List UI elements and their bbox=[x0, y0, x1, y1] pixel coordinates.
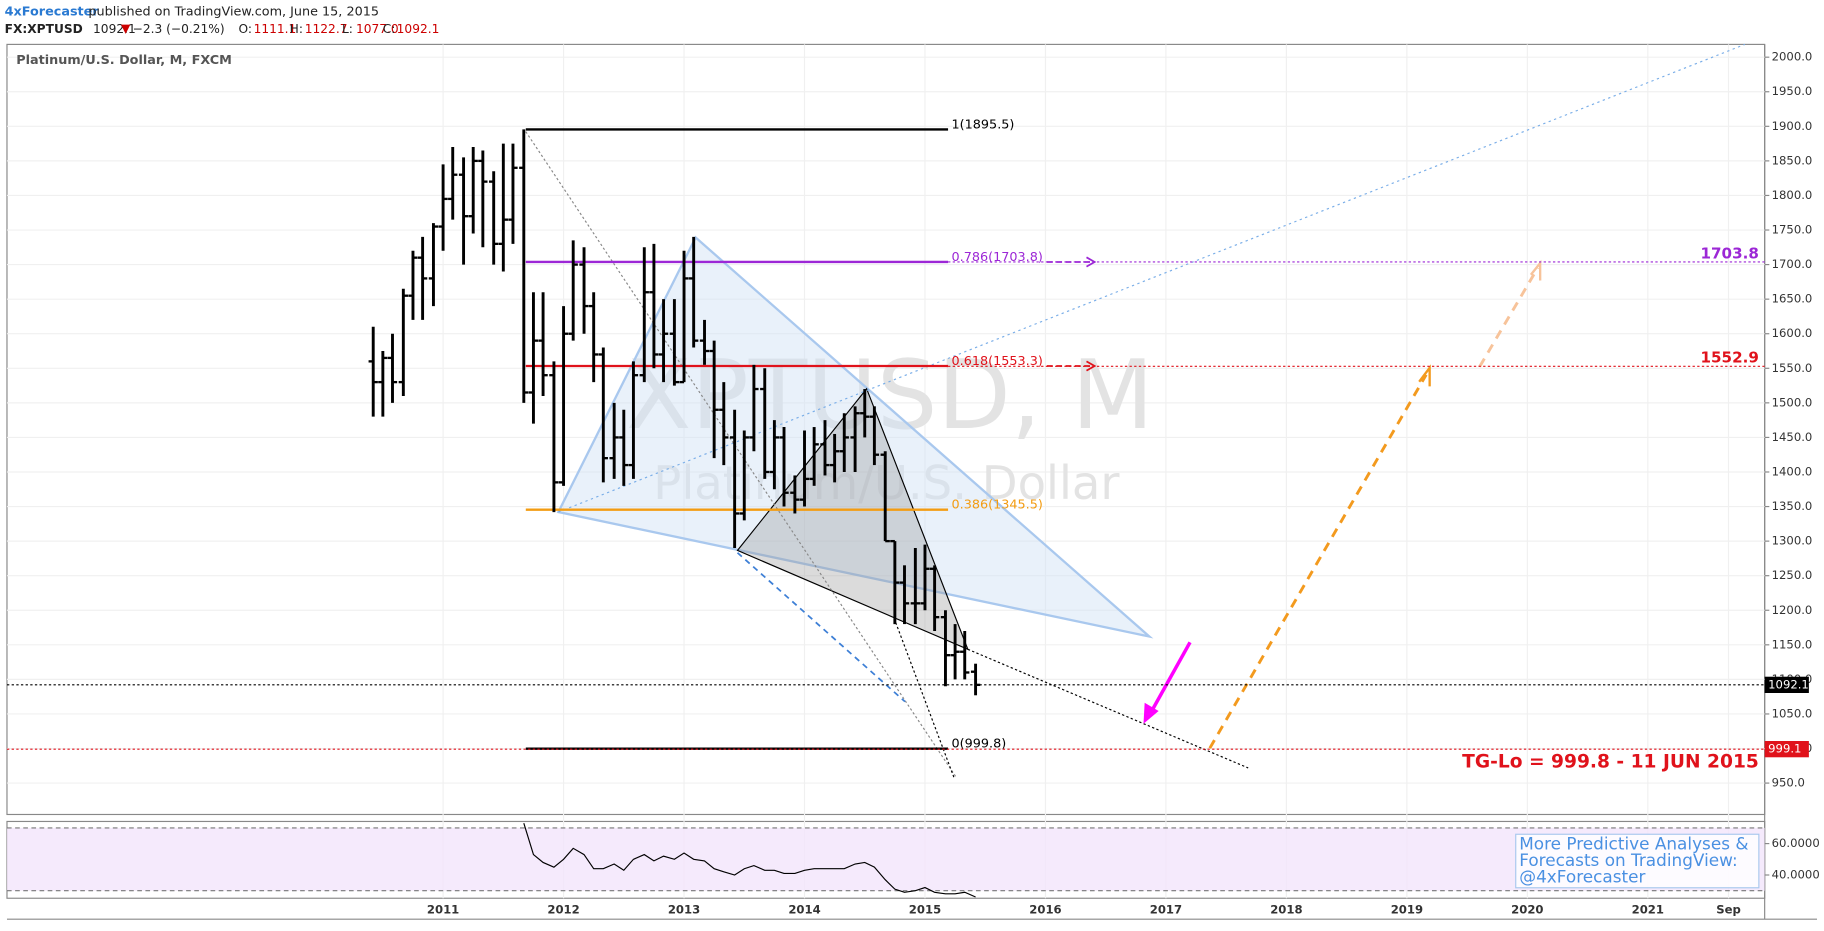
fib-label: 0.786(1703.8) bbox=[952, 250, 1043, 265]
promo-text: @4xForecaster bbox=[1519, 866, 1645, 886]
y-tick-label: 1650.0 bbox=[1772, 292, 1813, 306]
x-tick-label: 2015 bbox=[909, 902, 941, 916]
c-label: C: bbox=[383, 22, 396, 36]
symbol: FX:XPTUSD bbox=[5, 22, 83, 36]
y-tick-label: 1550.0 bbox=[1772, 361, 1813, 375]
y-tick-label: 1400.0 bbox=[1772, 464, 1813, 478]
l-label: L: bbox=[342, 22, 353, 36]
x-tick-label: 2018 bbox=[1270, 902, 1302, 916]
published: published on TradingView.com, June 15, 2… bbox=[88, 4, 379, 19]
projection bbox=[1208, 374, 1428, 749]
y-tick-label: 1850.0 bbox=[1772, 153, 1813, 167]
arrow bbox=[1148, 641, 1192, 715]
y-tick-label: 1300.0 bbox=[1772, 534, 1813, 548]
y-tick-label: 950.0 bbox=[1772, 776, 1805, 790]
x-tick-label: 2011 bbox=[427, 902, 459, 916]
fib-label: 0.618(1553.3) bbox=[952, 354, 1043, 369]
c: 1092.1 bbox=[397, 22, 440, 36]
y-tick-label: 1050.0 bbox=[1772, 706, 1813, 720]
rsi-band bbox=[6, 827, 1765, 891]
x-tick-label: 2014 bbox=[788, 902, 820, 916]
h: 1122.7 bbox=[305, 22, 348, 36]
h-label: H: bbox=[290, 22, 303, 36]
x-tick-label: 2016 bbox=[1029, 902, 1061, 916]
promo-text: Forecasts on TradingView: bbox=[1519, 850, 1737, 870]
fib-label: 1(1895.5) bbox=[952, 117, 1015, 132]
down-icon bbox=[120, 24, 131, 34]
x-tick-label: 2012 bbox=[547, 902, 579, 916]
arrow-head bbox=[1418, 364, 1431, 387]
watermark-sub: Platinum/U.S. Dollar bbox=[653, 456, 1120, 510]
price-badge bbox=[1764, 741, 1809, 758]
x-tick-label: Sep bbox=[1716, 902, 1741, 916]
promo-box bbox=[1515, 833, 1760, 889]
l: 1077.0 bbox=[356, 22, 399, 36]
y-tick-label: 1900.0 bbox=[1772, 119, 1813, 133]
pattern-grey bbox=[736, 387, 969, 651]
trend-dotted bbox=[525, 131, 957, 778]
fib-label: 0.386(1345.5) bbox=[952, 498, 1043, 513]
x-tick-label: 2021 bbox=[1632, 902, 1664, 916]
y-tick-label: 1150.0 bbox=[1772, 637, 1813, 651]
x-tick-label: 2019 bbox=[1391, 902, 1423, 916]
change: −2.3 (−0.21%) bbox=[133, 22, 225, 36]
y-tick-label: 1800.0 bbox=[1772, 188, 1813, 202]
y-tick-label: 1750.0 bbox=[1772, 223, 1813, 237]
level-label: 1703.8 bbox=[1701, 244, 1759, 262]
promo-text: More Predictive Analyses & bbox=[1519, 834, 1748, 854]
level-label: 1552.9 bbox=[1701, 349, 1759, 367]
price-badge-label: 999.1 bbox=[1768, 742, 1801, 756]
author[interactable]: 4xForecaster bbox=[5, 4, 100, 19]
x-tick-label: 2013 bbox=[668, 902, 700, 916]
fib-label: 0(999.8) bbox=[952, 737, 1007, 752]
o-label: O: bbox=[238, 22, 252, 36]
chart-title: Platinum/U.S. Dollar, M, FXCM bbox=[16, 53, 232, 68]
projection bbox=[1478, 267, 1540, 368]
y-tick-label: 1950.0 bbox=[1772, 84, 1813, 98]
arrow-head bbox=[1086, 256, 1097, 268]
y-tick-label: 1700.0 bbox=[1772, 257, 1813, 271]
last: 1092.1 bbox=[93, 22, 136, 36]
rsi-line bbox=[523, 823, 976, 898]
x-tick-label: 2020 bbox=[1511, 902, 1543, 916]
arrow-head bbox=[1143, 702, 1159, 724]
y-tick-label: 40.0000 bbox=[1772, 867, 1820, 881]
y-tick-label: 1250.0 bbox=[1772, 568, 1813, 582]
y-tick-label: 60.0000 bbox=[1772, 836, 1820, 850]
y-tick-label: 1450.0 bbox=[1772, 430, 1813, 444]
x-tick-label: 2017 bbox=[1150, 902, 1182, 916]
y-tick-label: 1500.0 bbox=[1772, 395, 1813, 409]
y-tick-label: 1350.0 bbox=[1772, 499, 1813, 513]
arrow-head bbox=[1529, 259, 1542, 281]
y-tick-label: 1600.0 bbox=[1772, 326, 1813, 340]
arrow-head bbox=[1086, 360, 1097, 372]
o: 1111.1 bbox=[254, 22, 297, 36]
price-badge-label: 1092.1 bbox=[1768, 677, 1809, 691]
target-label: TG-Lo = 999.8 - 11 JUN 2015 bbox=[1462, 752, 1759, 773]
price-badge bbox=[1764, 676, 1809, 693]
y-tick-label: 1200.0 bbox=[1772, 603, 1813, 617]
y-tick-label: 2000.0 bbox=[1772, 50, 1813, 64]
